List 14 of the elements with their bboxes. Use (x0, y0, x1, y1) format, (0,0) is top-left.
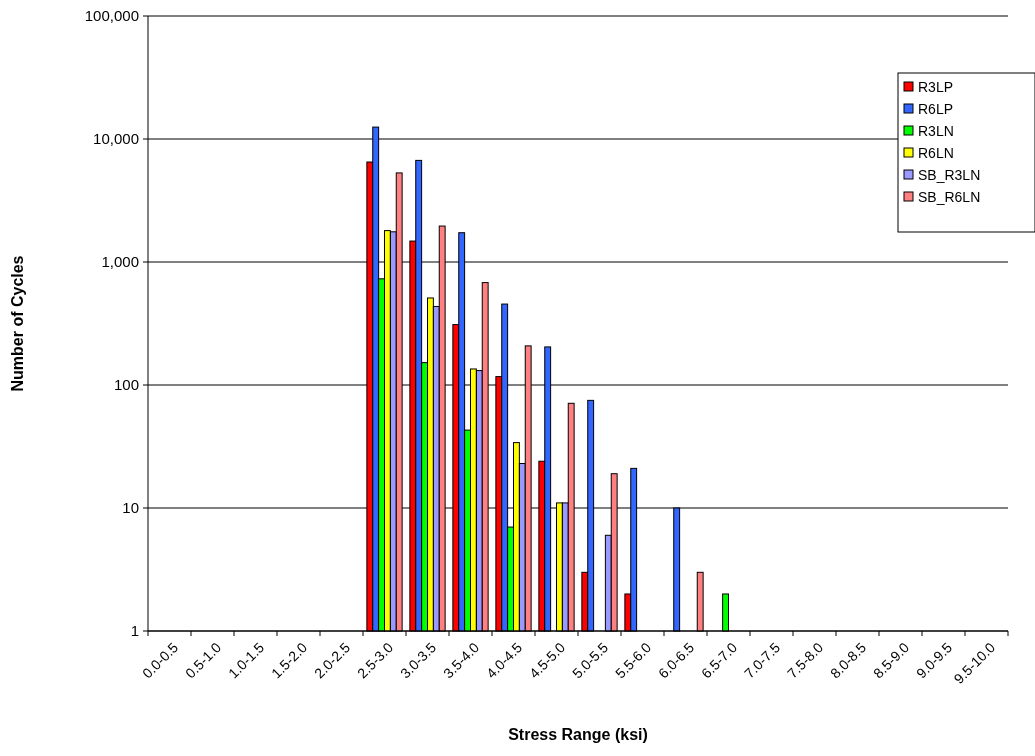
y-tick-label: 1 (130, 622, 139, 640)
legend-label: R6LN (918, 145, 954, 161)
legend-label: R3LP (918, 79, 954, 95)
y-tick-label: 10 (122, 499, 139, 517)
y-tick-label: 100 (113, 376, 139, 394)
legend-label: R3LN (918, 123, 954, 139)
y-tick-label: 10,000 (93, 130, 139, 148)
legend-label: SB_R6LN (918, 189, 981, 205)
y-tick-label: 1,000 (101, 253, 139, 271)
y-tick-label: 100,000 (84, 7, 139, 25)
y-axis-title: Number of Cycles (9, 255, 26, 392)
legend-label: SB_R3LN (918, 167, 981, 183)
legend-label: R6LP (918, 101, 954, 117)
x-axis-title: Stress Range (ksi) (508, 726, 648, 743)
